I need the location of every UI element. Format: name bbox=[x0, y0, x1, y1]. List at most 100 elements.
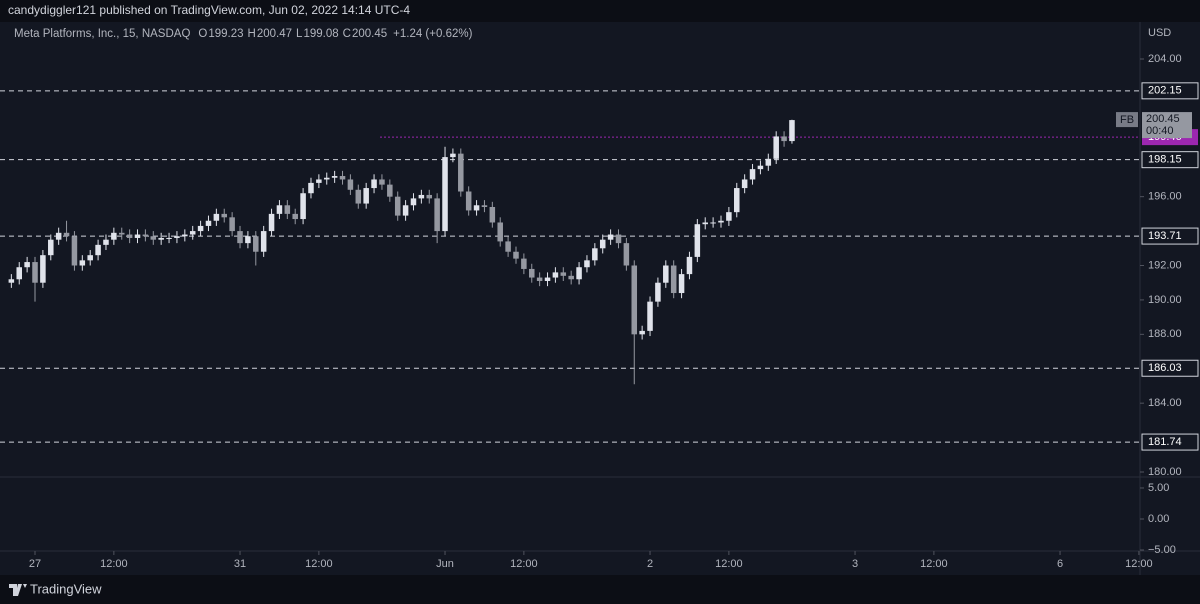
brand-name: TradingView bbox=[30, 581, 102, 596]
candle bbox=[142, 229, 149, 242]
candle-body bbox=[40, 255, 46, 283]
candle-body bbox=[710, 222, 716, 224]
legend-change: +1.24 (+0.62%) bbox=[393, 28, 472, 40]
currency-label: USD bbox=[1148, 27, 1171, 39]
x-tick-label: 12:00 bbox=[1125, 558, 1153, 570]
candle bbox=[544, 272, 551, 287]
candle bbox=[134, 229, 141, 244]
candle-body bbox=[678, 274, 685, 294]
legend-field-value: 200.45 bbox=[352, 28, 387, 40]
candle-body bbox=[647, 301, 653, 331]
candle-body bbox=[481, 205, 488, 207]
y-tick-label: 188.00 bbox=[1148, 328, 1182, 340]
candle bbox=[678, 268, 685, 299]
candle bbox=[631, 260, 638, 385]
candle-body bbox=[363, 188, 369, 204]
candle-body bbox=[260, 231, 267, 252]
candle-body bbox=[95, 244, 101, 256]
level-label: 181.74 bbox=[1148, 436, 1182, 448]
x-tick-label: 12:00 bbox=[920, 558, 948, 570]
legend-field-label: H bbox=[248, 28, 256, 40]
candle bbox=[16, 262, 22, 285]
candle bbox=[473, 200, 480, 216]
candle bbox=[726, 206, 732, 226]
candle-body bbox=[465, 191, 472, 211]
candle bbox=[607, 229, 614, 245]
candle-body bbox=[607, 234, 614, 240]
level-label-box bbox=[1141, 227, 1199, 245]
last-price-countdown: 00:40 bbox=[1146, 125, 1174, 137]
candle-body bbox=[347, 179, 354, 190]
candle-body bbox=[410, 198, 417, 206]
level-label: 198.15 bbox=[1148, 154, 1182, 166]
candle-body bbox=[394, 196, 401, 216]
candle bbox=[245, 231, 251, 249]
logo-icon bbox=[9, 584, 27, 596]
candle-body bbox=[48, 239, 54, 256]
candle bbox=[560, 267, 567, 281]
candle bbox=[410, 193, 417, 211]
legend-field-value: 199.23 bbox=[208, 28, 243, 40]
candle-body bbox=[749, 169, 756, 180]
candle-body bbox=[189, 231, 196, 235]
candle-body bbox=[765, 158, 772, 166]
candle bbox=[158, 232, 164, 245]
candle bbox=[481, 200, 488, 213]
candle-body bbox=[253, 236, 259, 252]
candle bbox=[418, 189, 425, 204]
candle-body bbox=[316, 179, 322, 183]
candle bbox=[79, 255, 86, 271]
candle bbox=[24, 256, 30, 273]
candle-body bbox=[323, 177, 330, 180]
candle bbox=[55, 227, 62, 245]
candle bbox=[458, 148, 464, 197]
candle-body bbox=[615, 234, 622, 244]
candle-body bbox=[623, 243, 630, 266]
candle bbox=[8, 274, 15, 288]
candle bbox=[623, 237, 630, 271]
candle-body bbox=[521, 258, 527, 269]
candle-body bbox=[489, 206, 496, 223]
candle bbox=[576, 262, 582, 285]
candle-body bbox=[268, 213, 275, 232]
candle-body bbox=[505, 241, 511, 252]
candle-body bbox=[276, 205, 283, 214]
candle-body bbox=[592, 248, 598, 261]
candle bbox=[126, 229, 133, 244]
candle-body bbox=[32, 262, 38, 283]
candle-body bbox=[182, 234, 188, 237]
candle bbox=[497, 217, 503, 247]
candle-body bbox=[442, 157, 448, 232]
candle-body bbox=[536, 277, 543, 281]
candle-body bbox=[434, 198, 440, 232]
candle-body bbox=[24, 262, 30, 268]
y-tick-label: 190.00 bbox=[1148, 294, 1182, 306]
candle bbox=[300, 188, 306, 225]
publish-info: candydiggler121 published on TradingView… bbox=[8, 3, 410, 17]
candle-body bbox=[576, 267, 582, 280]
candle bbox=[599, 234, 606, 254]
candle bbox=[229, 212, 235, 237]
candle-body bbox=[197, 225, 204, 232]
candle-body bbox=[560, 272, 567, 276]
candle bbox=[71, 231, 78, 271]
candle-body bbox=[150, 236, 157, 240]
candle bbox=[647, 296, 653, 337]
x-tick-label: 12:00 bbox=[305, 558, 333, 570]
candle bbox=[276, 200, 283, 220]
candle bbox=[584, 255, 590, 273]
candle-body bbox=[686, 256, 693, 275]
candle-body bbox=[245, 236, 251, 244]
candle bbox=[465, 186, 472, 216]
candle bbox=[284, 200, 291, 220]
footer-logo[interactable]: TradingView bbox=[9, 581, 102, 596]
candle-body bbox=[87, 255, 93, 261]
candle-body bbox=[229, 217, 235, 232]
level-label: 186.03 bbox=[1148, 362, 1182, 374]
candle bbox=[450, 148, 456, 163]
candle-body bbox=[639, 330, 645, 335]
candle bbox=[292, 208, 298, 225]
indicator-y-tick-label: 0.00 bbox=[1148, 513, 1169, 525]
candle-body bbox=[126, 234, 133, 238]
